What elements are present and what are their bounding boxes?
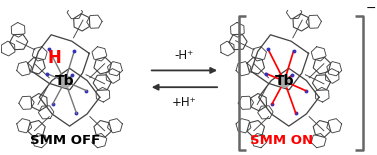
Text: SMM OFF: SMM OFF bbox=[30, 134, 100, 147]
Text: -H⁺: -H⁺ bbox=[175, 49, 194, 62]
Text: H: H bbox=[48, 49, 61, 67]
Text: Tb: Tb bbox=[55, 74, 75, 88]
Text: −: − bbox=[365, 2, 376, 15]
Text: SMM ON: SMM ON bbox=[250, 134, 313, 147]
Text: Tb: Tb bbox=[274, 74, 294, 88]
Text: +H⁺: +H⁺ bbox=[172, 96, 197, 109]
